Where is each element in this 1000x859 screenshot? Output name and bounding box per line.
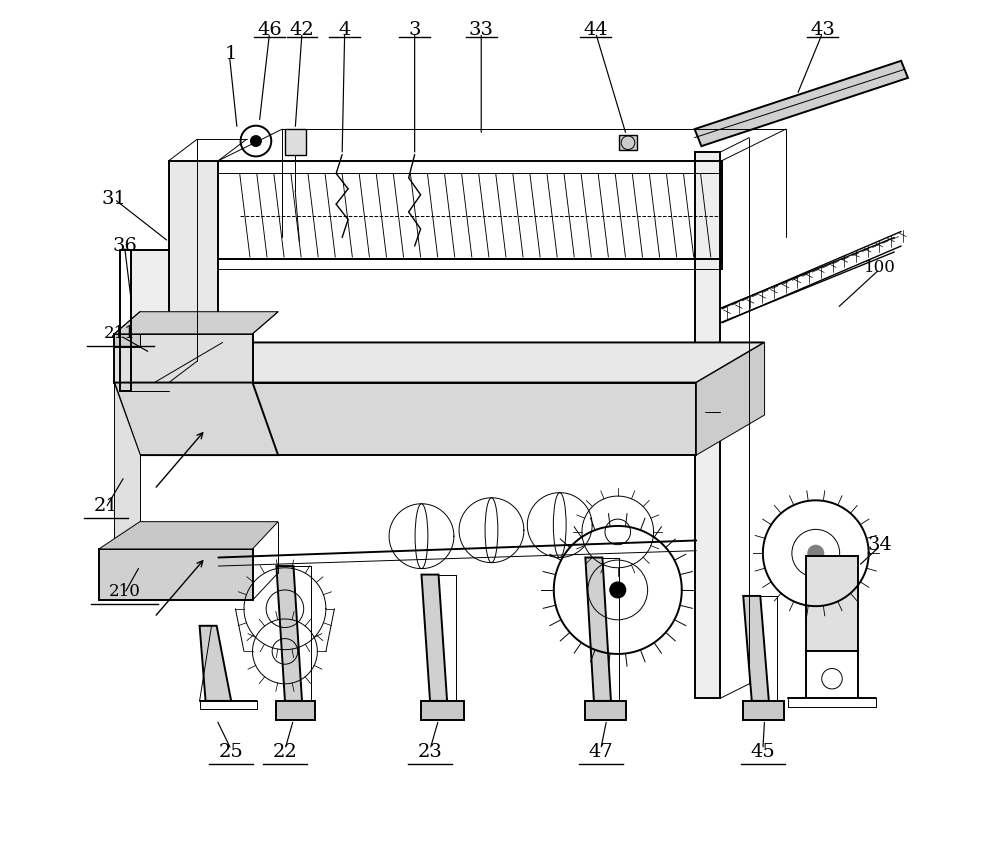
Bar xyxy=(131,250,169,391)
Circle shape xyxy=(250,135,262,147)
Text: 33: 33 xyxy=(469,21,494,40)
Polygon shape xyxy=(114,334,253,382)
Text: 44: 44 xyxy=(583,21,608,40)
Bar xyxy=(585,701,626,720)
Polygon shape xyxy=(114,382,278,455)
Circle shape xyxy=(609,582,626,599)
Polygon shape xyxy=(99,521,278,549)
Text: 25: 25 xyxy=(219,743,244,761)
Bar xyxy=(421,701,464,720)
Polygon shape xyxy=(695,61,908,146)
Text: 22: 22 xyxy=(273,743,297,761)
Bar xyxy=(695,152,720,698)
Text: 3: 3 xyxy=(408,21,421,40)
Bar xyxy=(285,129,306,155)
Polygon shape xyxy=(806,556,858,651)
Text: 43: 43 xyxy=(810,21,835,40)
Text: 211: 211 xyxy=(104,326,136,343)
Bar xyxy=(619,135,637,150)
Polygon shape xyxy=(743,596,769,701)
Bar xyxy=(114,334,140,347)
Bar xyxy=(276,701,315,720)
Polygon shape xyxy=(200,626,231,701)
Polygon shape xyxy=(114,312,278,334)
Circle shape xyxy=(807,545,824,562)
Text: 4: 4 xyxy=(338,21,351,40)
Text: 1: 1 xyxy=(225,45,237,63)
Text: 36: 36 xyxy=(112,237,137,255)
Polygon shape xyxy=(169,161,218,382)
Polygon shape xyxy=(696,343,765,455)
Text: 34: 34 xyxy=(867,536,892,554)
Polygon shape xyxy=(154,343,765,382)
Bar xyxy=(743,701,784,720)
Text: 47: 47 xyxy=(588,743,613,761)
Polygon shape xyxy=(114,382,140,600)
Text: 23: 23 xyxy=(418,743,442,761)
Text: 100: 100 xyxy=(864,259,896,276)
Polygon shape xyxy=(154,382,696,455)
Text: 21: 21 xyxy=(93,497,118,515)
Text: 46: 46 xyxy=(257,21,282,40)
Text: 31: 31 xyxy=(102,190,127,208)
Text: 45: 45 xyxy=(750,743,775,761)
Text: 210: 210 xyxy=(109,583,140,600)
Polygon shape xyxy=(99,549,253,600)
Polygon shape xyxy=(585,557,611,701)
Bar xyxy=(705,387,720,438)
Text: 42: 42 xyxy=(290,21,314,40)
Polygon shape xyxy=(276,566,302,701)
Polygon shape xyxy=(421,575,447,701)
